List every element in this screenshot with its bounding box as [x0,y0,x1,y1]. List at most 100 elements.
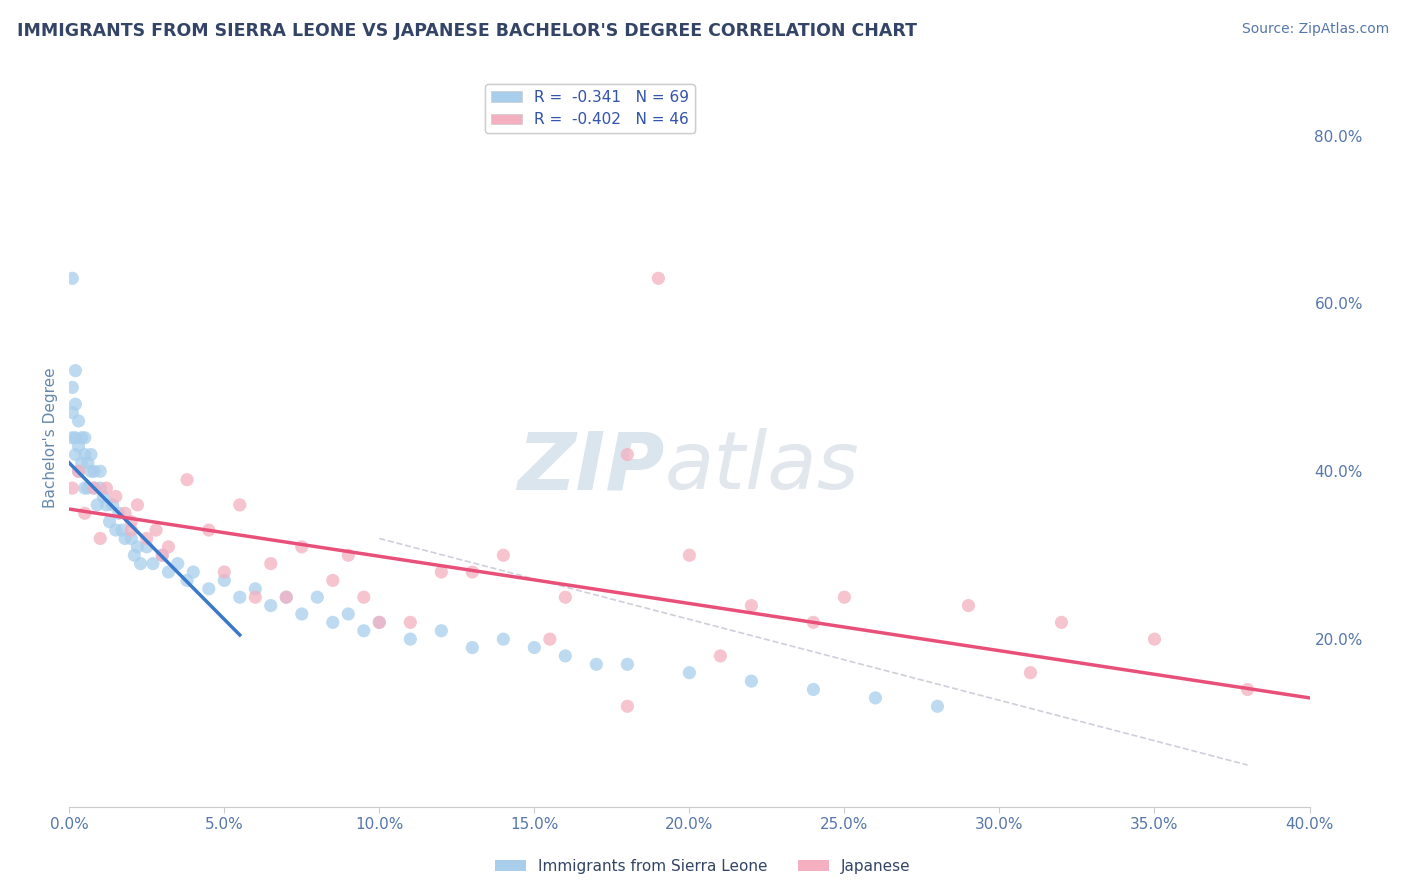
Point [957,599,980,613]
Point [135,532,157,546]
Point [834,590,856,604]
Point [127,498,149,512]
Point [114,506,136,520]
Point [86,498,108,512]
Point [291,540,314,554]
Point [245,590,267,604]
Point [554,590,576,604]
Point [127,540,149,554]
Point [150,548,173,562]
Point [291,607,314,621]
Point [461,640,484,655]
Point [647,271,669,285]
Point [67,439,90,453]
Point [337,548,360,562]
Point [166,557,188,571]
Point [65,397,87,411]
Point [150,548,173,562]
Point [430,565,453,579]
Legend: Immigrants from Sierra Leone, Japanese: Immigrants from Sierra Leone, Japanese [489,853,917,880]
Point [73,506,96,520]
Point [803,682,825,697]
Point [60,431,83,445]
Point [585,657,607,672]
Point [461,565,484,579]
Point [260,599,283,613]
Point [1143,632,1166,647]
Point [353,590,375,604]
Point [176,473,198,487]
Point [60,380,83,394]
Point [181,565,204,579]
Point [353,624,375,638]
Point [73,431,96,445]
Point [157,540,180,554]
Point [76,481,98,495]
Point [96,498,118,512]
Point [80,448,103,462]
Point [80,464,103,478]
Point [89,464,111,478]
Point [65,448,87,462]
Point [865,690,887,705]
Point [60,481,83,495]
Point [145,523,167,537]
Point [89,481,111,495]
Point [91,490,114,504]
Legend: R =  -0.341   N = 69, R =  -0.402   N = 46: R = -0.341 N = 69, R = -0.402 N = 46 [485,84,695,134]
Text: ZIP: ZIP [517,428,665,507]
Point [120,532,142,546]
Text: Source: ZipAtlas.com: Source: ZipAtlas.com [1241,22,1389,37]
Point [120,523,142,537]
Point [60,406,83,420]
Point [523,640,546,655]
Point [197,582,219,596]
Point [229,498,252,512]
Point [368,615,391,630]
Point [73,448,96,462]
Point [229,590,252,604]
Point [492,632,515,647]
Y-axis label: Bachelor's Degree: Bachelor's Degree [44,368,58,508]
Text: atlas: atlas [665,428,859,507]
Point [67,464,90,478]
Point [60,271,83,285]
Point [108,506,131,520]
Point [176,574,198,588]
Point [616,657,638,672]
Point [67,464,90,478]
Point [214,574,236,588]
Point [70,456,93,470]
Point [83,481,105,495]
Point [554,648,576,663]
Point [83,464,105,478]
Point [65,431,87,445]
Point [538,632,561,647]
Point [276,590,298,604]
Point [430,624,453,638]
Point [1019,665,1042,680]
Point [89,532,111,546]
Point [322,574,344,588]
Point [73,481,96,495]
Point [124,548,146,562]
Point [492,548,515,562]
Point [65,363,87,377]
Point [245,582,267,596]
Point [96,481,118,495]
Point [260,557,283,571]
Point [157,565,180,579]
Point [104,523,127,537]
Point [197,523,219,537]
Point [1050,615,1073,630]
Point [104,490,127,504]
Point [76,456,98,470]
Point [740,599,762,613]
Point [67,414,90,428]
Point [214,565,236,579]
Point [399,632,422,647]
Point [616,699,638,714]
Point [740,674,762,689]
Point [276,590,298,604]
Point [678,548,700,562]
